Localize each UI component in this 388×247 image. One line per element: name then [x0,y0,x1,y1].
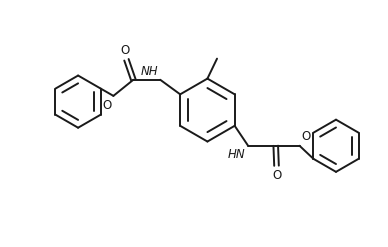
Text: O: O [301,130,310,144]
Text: O: O [120,44,129,57]
Text: NH: NH [141,65,159,78]
Text: O: O [272,169,281,182]
Text: O: O [102,99,112,112]
Text: HN: HN [227,148,245,161]
